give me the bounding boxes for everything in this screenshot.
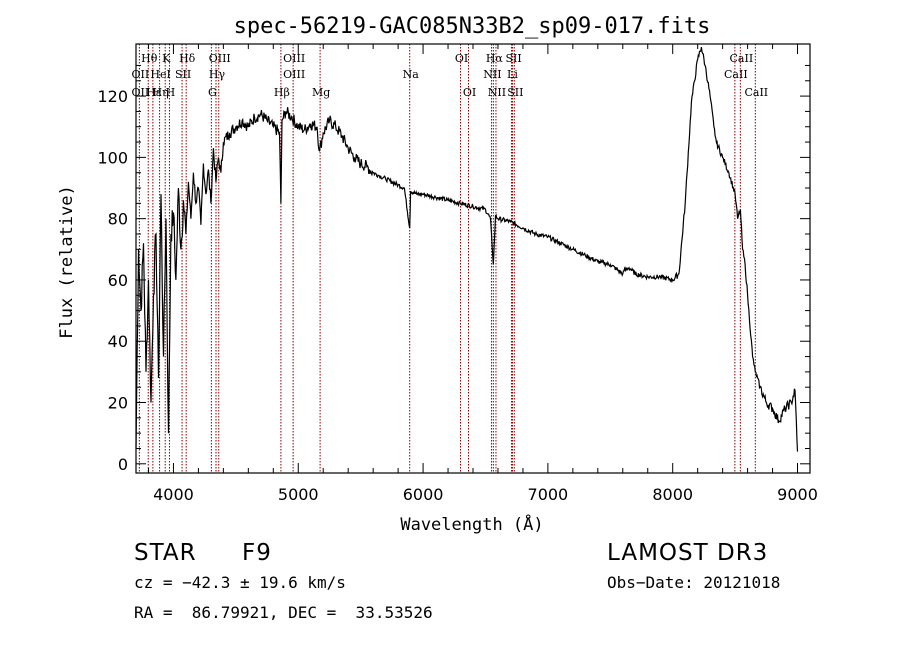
x-axis-label: Wavelength (Å) <box>400 513 543 535</box>
spectral-line-label: Hε <box>146 86 162 99</box>
spectral-line-label: Mg <box>312 86 330 99</box>
spectral-line-label: OI <box>455 52 468 65</box>
x-tick-label: 6000 <box>403 485 444 504</box>
spectral-line-label: SII <box>507 86 523 99</box>
spectral-line-label: CaII <box>744 86 768 99</box>
y-tick-label: 80 <box>108 210 128 229</box>
spectral-line-label: CaII <box>724 68 748 81</box>
spectral-line-label: HeI <box>150 68 170 81</box>
spectral-line-label: NII <box>483 68 501 81</box>
y-tick-label: 0 <box>118 455 128 474</box>
spectral-line-label: OI <box>463 86 476 99</box>
spectral-line-label: CaII <box>730 52 754 65</box>
spectral-line-label: SII <box>505 52 521 65</box>
spectral-line-label: Hβ <box>274 86 290 99</box>
spectral-line-label: NII <box>488 86 506 99</box>
sky-coordinates: RA = 86.79921, DEC = 33.53526 <box>134 603 433 622</box>
spectral-line-label: G <box>208 86 217 99</box>
spectral-line-label: Hα <box>486 52 504 65</box>
spectral-line-label: Hγ <box>209 68 226 81</box>
spectral-line-label: Li <box>507 68 518 81</box>
y-tick-label: 100 <box>97 148 128 167</box>
y-tick-label: 120 <box>97 87 128 106</box>
spectral-line-label: Na <box>403 68 420 81</box>
spectral-line-label: Hθ <box>141 52 158 65</box>
spectral-line-label: K <box>162 52 171 65</box>
x-tick-label: 9000 <box>777 485 818 504</box>
x-tick-label: 4000 <box>153 485 194 504</box>
spectral-line-label: Hδ <box>179 52 196 65</box>
spectral-line-label: OII <box>132 86 150 99</box>
spectral-line-label: OIII <box>283 68 305 81</box>
object-subclass: F9 <box>242 540 272 566</box>
survey-name: LAMOST DR3 <box>607 540 769 566</box>
observation-date: Obs−Date: 20121018 <box>607 573 781 592</box>
object-class: STAR <box>134 540 197 566</box>
x-tick-label: 5000 <box>278 485 319 504</box>
y-tick-label: 60 <box>108 271 128 290</box>
spectral-line-label: OII <box>132 68 150 81</box>
spectrum-chart: 4000 5000 6000 7000 8000 9000020406080100120 … <box>57 14 818 535</box>
y-axis-label: Flux (relative) <box>57 185 77 339</box>
spectral-line-label: OIII <box>209 52 231 65</box>
redshift-velocity: cz = −42.3 ± 19.6 km/s <box>134 573 346 592</box>
plot-frame <box>135 43 811 474</box>
x-tick-label: 8000 <box>652 485 693 504</box>
flux-series-line <box>135 47 799 452</box>
chart-title: spec-56219-GAC085N33B2_sp09-017.fits <box>234 14 711 39</box>
spectral-line-label: Hη <box>152 86 168 99</box>
spectral-line-label: H <box>166 86 176 99</box>
y-tick-label: 20 <box>108 394 128 413</box>
spectral-line-markers <box>138 44 756 473</box>
x-tick-label: 7000 <box>528 485 569 504</box>
spectral-line-label: OIII <box>283 52 305 65</box>
spectral-line-label: SII <box>175 68 191 81</box>
y-tick-label: 40 <box>108 332 128 351</box>
axis-ticks: 4000 5000 6000 7000 8000 9000 0 20 40 60 80 100 120 <box>97 44 818 504</box>
